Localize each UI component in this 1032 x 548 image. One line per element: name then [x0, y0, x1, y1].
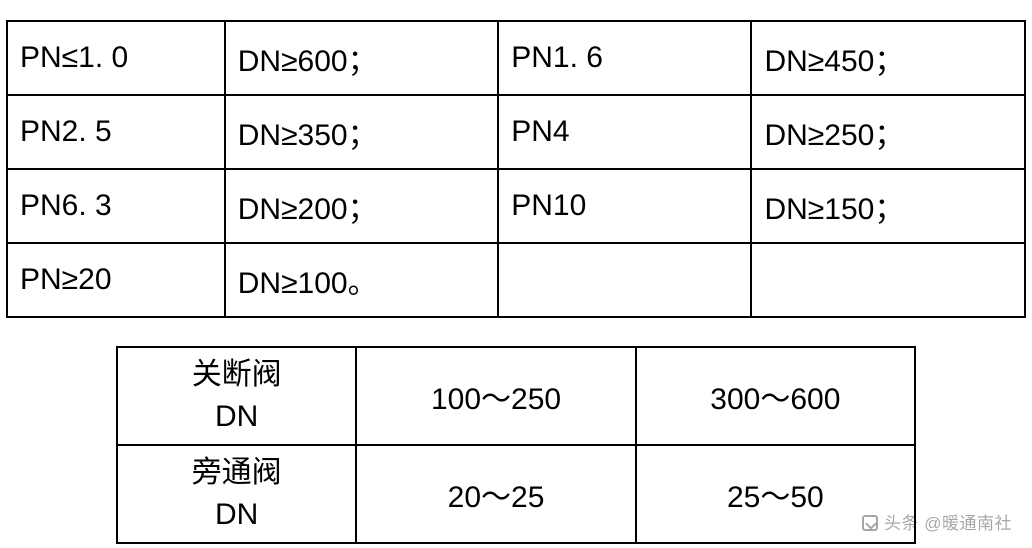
pn-cell	[498, 243, 751, 317]
valve-label-cell: 旁通阀 DN	[117, 445, 356, 543]
dn-cell: DN≥150；	[751, 169, 1025, 243]
range-cell: 100～250	[356, 347, 635, 445]
table-row: PN6. 3 DN≥200； PN10 DN≥150；	[7, 169, 1025, 243]
dn-label: DN	[215, 400, 258, 433]
pn-cell: PN2. 5	[7, 95, 225, 169]
dn-cell: DN≥600；	[225, 21, 498, 95]
range-cell: 20～25	[356, 445, 635, 543]
dn-cell: DN≥450；	[751, 21, 1025, 95]
pn-cell: PN10	[498, 169, 751, 243]
valve-label-cell: 关断阀 DN	[117, 347, 356, 445]
dn-label: DN	[215, 498, 258, 531]
table-row: PN2. 5 DN≥350； PN4 DN≥250；	[7, 95, 1025, 169]
dn-cell: DN≥100。	[225, 243, 498, 317]
pn-cell: PN6. 3	[7, 169, 225, 243]
watermark: 头条 @暖通南社	[862, 509, 1012, 534]
pn-cell: PN≤1. 0	[7, 21, 225, 95]
dn-cell: DN≥250；	[751, 95, 1025, 169]
pn-cell: PN4	[498, 95, 751, 169]
valve-dn-table: 关断阀 DN 100～250 300～600 旁通阀 DN 20～25 25～5…	[116, 346, 916, 544]
table-row: 旁通阀 DN 20～25 25～50	[117, 445, 915, 543]
pn-cell: PN1. 6	[498, 21, 751, 95]
table-row: PN≥20 DN≥100。	[7, 243, 1025, 317]
dn-cell: DN≥350；	[225, 95, 498, 169]
watermark-account: @暖通南社	[924, 514, 1012, 533]
watermark-prefix: 头条	[884, 514, 919, 533]
valve-name: 旁通阀	[192, 456, 282, 489]
table-row: PN≤1. 0 DN≥600； PN1. 6 DN≥450；	[7, 21, 1025, 95]
pn-dn-spec-table: PN≤1. 0 DN≥600； PN1. 6 DN≥450； PN2. 5 DN…	[6, 20, 1026, 318]
toutiao-icon	[862, 515, 878, 531]
range-cell: 300～600	[636, 347, 915, 445]
table-row: 关断阀 DN 100～250 300～600	[117, 347, 915, 445]
valve-name: 关断阀	[192, 358, 282, 391]
dn-cell	[751, 243, 1025, 317]
pn-cell: PN≥20	[7, 243, 225, 317]
dn-cell: DN≥200；	[225, 169, 498, 243]
